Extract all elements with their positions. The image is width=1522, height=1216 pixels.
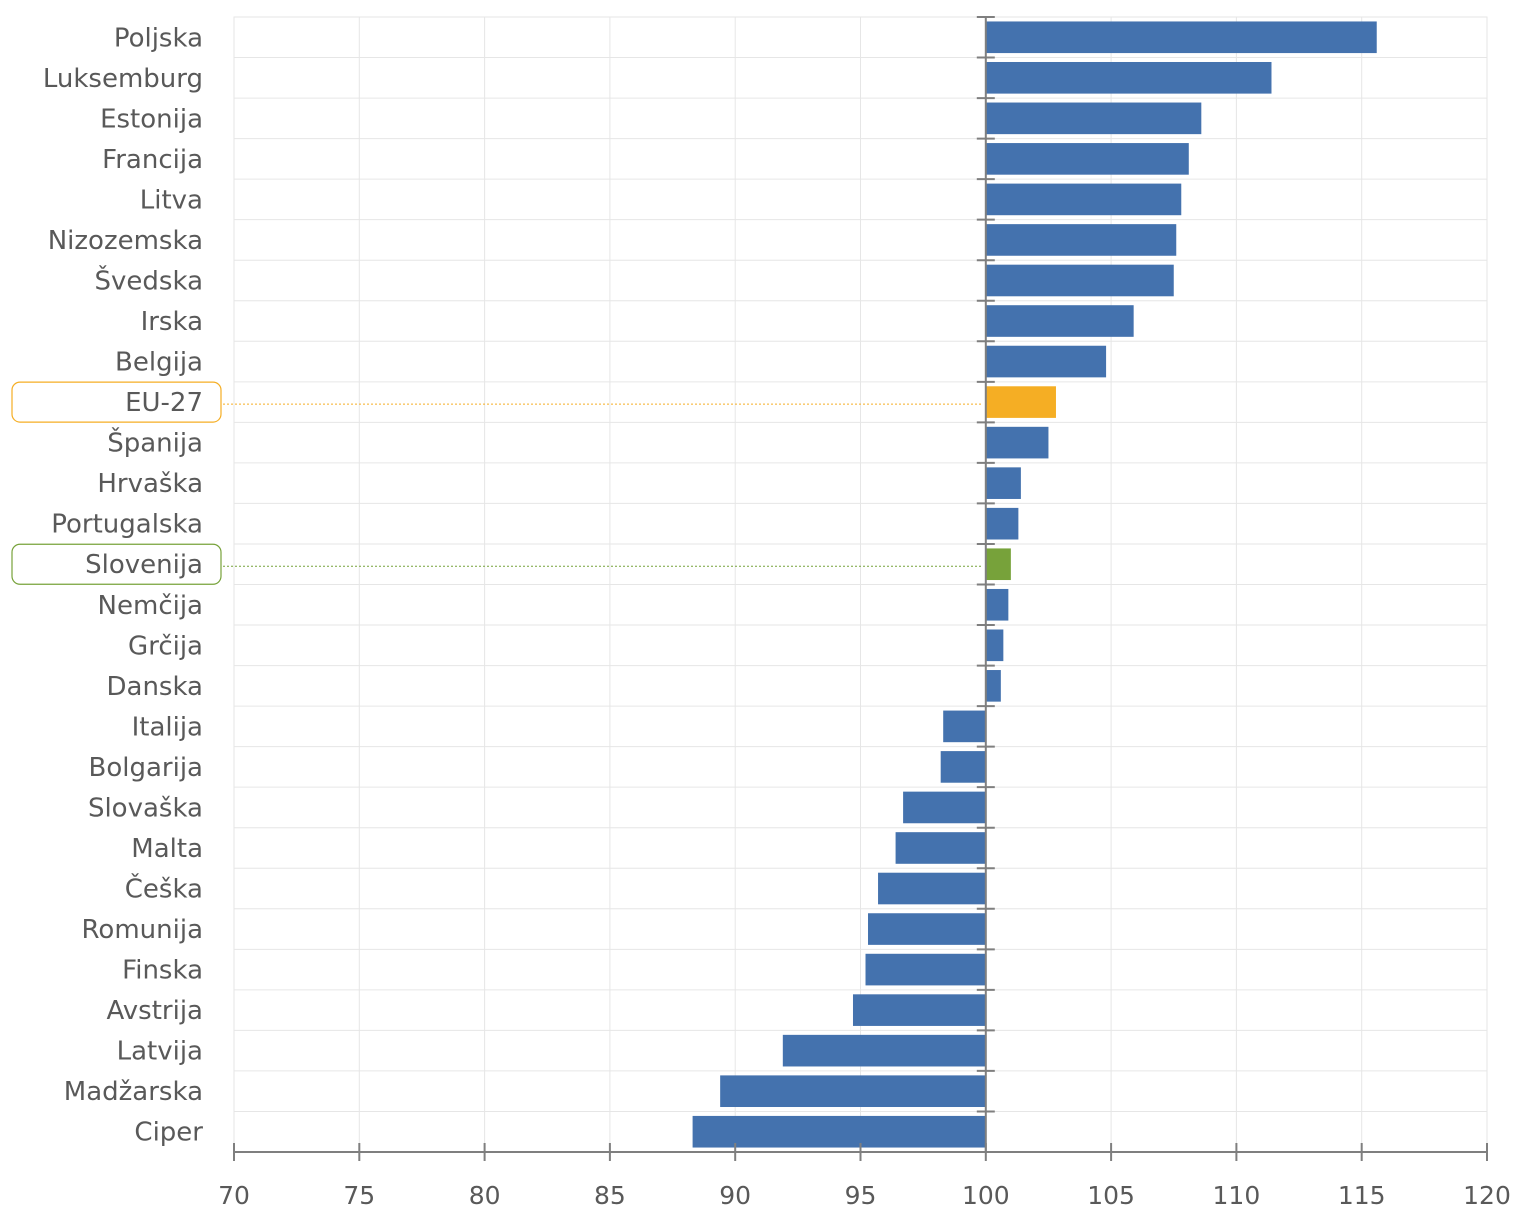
x-tick-label: 90 [719, 1181, 751, 1210]
bar-estonija [985, 102, 1202, 135]
bar-avstrija [852, 994, 986, 1026]
bar-litva [985, 183, 1182, 216]
bar-francija [985, 143, 1189, 175]
x-tick-label: 75 [343, 1181, 375, 1210]
x-tick-label: 100 [962, 1181, 1010, 1210]
highlight-label-box [11, 543, 222, 585]
category-label: Poljska [114, 23, 203, 53]
category-label: Nemčija [98, 591, 203, 621]
bar-madžarska [720, 1075, 986, 1108]
category-label: Malta [131, 834, 203, 864]
category-label: Hrvaška [97, 469, 203, 499]
x-tick-label: 110 [1213, 1181, 1261, 1210]
category-label: Luksemburg [43, 64, 203, 94]
category-label: Finska [122, 956, 203, 986]
category-label: Grčija [128, 631, 203, 661]
bar-belgija [985, 345, 1107, 378]
bar-španija [985, 426, 1049, 459]
bar-poljska [985, 21, 1377, 54]
x-tick-label: 70 [218, 1181, 250, 1210]
category-label: Nizozemska [48, 226, 203, 256]
category-label: Italija [132, 712, 203, 742]
bar-nemčija [985, 588, 1009, 621]
x-tick-label: 85 [594, 1181, 626, 1210]
bar-bolgarija [940, 751, 986, 783]
x-tick-label: 80 [469, 1181, 501, 1210]
gridlines [233, 16, 1488, 1153]
category-label: Bolgarija [89, 753, 203, 783]
category-label: Irska [141, 307, 203, 337]
category-label: Litva [140, 185, 203, 215]
bar-slovaška [903, 791, 986, 824]
category-label: Estonija [100, 104, 203, 134]
category-label: Danska [106, 672, 203, 702]
bar-hrvaška [985, 467, 1021, 499]
bar-grčija [985, 629, 1004, 662]
bars [692, 21, 1377, 1148]
category-label: Belgija [115, 348, 203, 378]
category-label: Avstrija [107, 996, 203, 1026]
bar-nizozemska [985, 224, 1177, 256]
category-labels: Poljska Luksemburg Estonija Francija Litva Ni… [43, 23, 203, 1147]
bar-finska [865, 953, 986, 986]
bar-ciper [692, 1115, 986, 1148]
highlight-boxes [11, 381, 982, 585]
x-tick-label: 115 [1338, 1181, 1386, 1210]
x-tick-labels: 70 75 80 85 90 95 100 105 110 115 120 [218, 1181, 1511, 1210]
category-label: Slovenija [85, 550, 203, 580]
x-tick-label: 95 [845, 1181, 877, 1210]
bar-irska [985, 305, 1134, 337]
bar-danska [985, 670, 1001, 702]
bar-eu-27 [985, 386, 1056, 418]
bar-malta [895, 832, 986, 864]
bar-luksemburg [985, 61, 1272, 94]
category-label: Romunija [82, 915, 203, 945]
category-label: Švedska [95, 264, 203, 296]
highlight-label-box [11, 381, 222, 423]
bar-švedska [985, 264, 1174, 297]
axes [233, 16, 1488, 1161]
category-label: Francija [102, 145, 203, 175]
category-label: Španija [107, 427, 203, 459]
bar-italija [943, 710, 986, 743]
bar-latvija [782, 1034, 986, 1067]
bar-češka [878, 872, 986, 905]
category-label: Češka [125, 873, 203, 905]
category-label: EU-27 [125, 388, 203, 418]
category-label: Madžarska [64, 1077, 203, 1107]
bar-portugalska [985, 507, 1019, 540]
category-label: Ciper [134, 1118, 203, 1148]
bar-slovenija [985, 548, 1011, 581]
category-label: Latvija [117, 1037, 203, 1067]
category-label: Portugalska [51, 510, 203, 540]
x-tick-label: 120 [1463, 1181, 1511, 1210]
x-tick-label: 105 [1087, 1181, 1135, 1210]
bar-romunija [868, 913, 986, 945]
category-label: Slovaška [88, 793, 203, 823]
